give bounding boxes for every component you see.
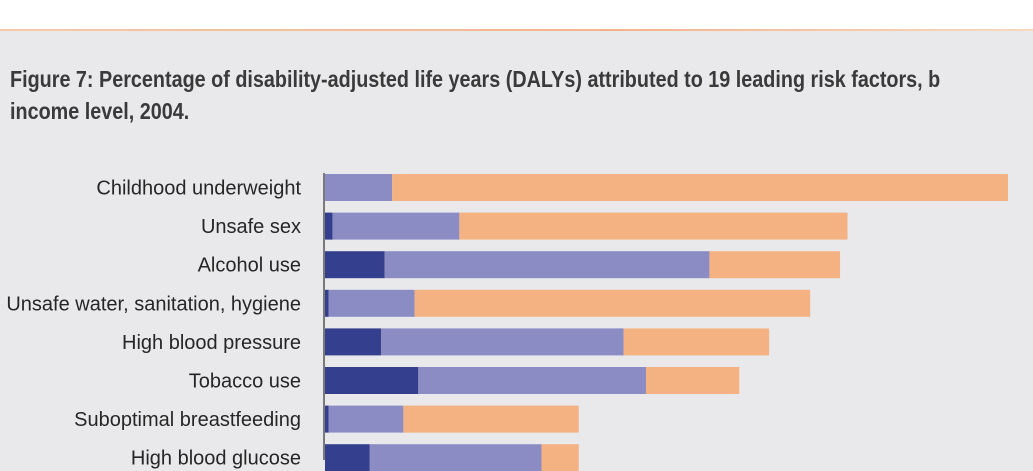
bar-segment-suboptimal-breastfeeding-series-3: [403, 405, 579, 433]
bar-segment-suboptimal-breastfeeding-series-2: [328, 405, 404, 433]
bar-segment-unsafe-sex-series-3: [459, 212, 848, 240]
bar-segment-high-blood-glucose-series-2: [369, 444, 542, 471]
bar-segment-alcohol-use-series-1: [325, 251, 385, 279]
category-label-suboptimal-breastfeeding: Suboptimal breastfeeding: [74, 409, 301, 431]
bar-segment-unsafe-water-sanitation-hygiene-series-3: [414, 289, 811, 317]
bar-segments: [325, 174, 1009, 471]
top-accent-rule: [0, 29, 1033, 31]
bar-segment-childhood-underweight-series-2: [325, 174, 393, 201]
category-label-tobacco-use: Tobacco use: [189, 371, 301, 393]
category-labels: Childhood underweight Unsafe sex Alcohol u…: [6, 178, 301, 470]
figure-panel: [0, 31, 1033, 471]
bar-segment-suboptimal-breastfeeding-series-1: [325, 405, 329, 433]
bar-segment-high-blood-pressure-series-1: [325, 328, 381, 356]
bar-segment-tobacco-use-series-2: [418, 367, 646, 394]
bar-segment-high-blood-glucose-series-1: [325, 444, 370, 471]
bar-segment-tobacco-use-series-3: [645, 367, 740, 394]
figure-title: Figure 7: Percentage of disability-adjus…: [10, 66, 941, 124]
bar-segment-high-blood-pressure-series-3: [623, 328, 770, 356]
category-label-high-blood-glucose: High blood glucose: [131, 448, 301, 470]
bar-segment-unsafe-sex-series-1: [325, 212, 333, 240]
category-label-high-blood-pressure: High blood pressure: [122, 332, 301, 354]
category-label-unsafe-water-sanitation-hygiene: Unsafe water, sanitation, hygiene: [6, 293, 301, 315]
bar-segment-unsafe-sex-series-2: [332, 212, 460, 240]
bar-segment-alcohol-use-series-2: [384, 251, 710, 279]
bar-segment-unsafe-water-sanitation-hygiene-series-1: [325, 289, 329, 317]
bar-segment-high-blood-pressure-series-2: [380, 328, 624, 356]
bar-segment-unsafe-water-sanitation-hygiene-series-2: [328, 289, 415, 317]
bar-segment-childhood-underweight-series-3: [392, 174, 1009, 201]
bar-segment-high-blood-glucose-series-3: [541, 444, 579, 471]
bar-segment-tobacco-use-series-1: [325, 367, 419, 394]
category-label-childhood-underweight: Childhood underweight: [96, 178, 301, 200]
category-label-unsafe-sex: Unsafe sex: [201, 216, 301, 238]
bar-segment-alcohol-use-series-3: [709, 251, 841, 279]
category-label-alcohol-use: Alcohol use: [198, 255, 301, 277]
